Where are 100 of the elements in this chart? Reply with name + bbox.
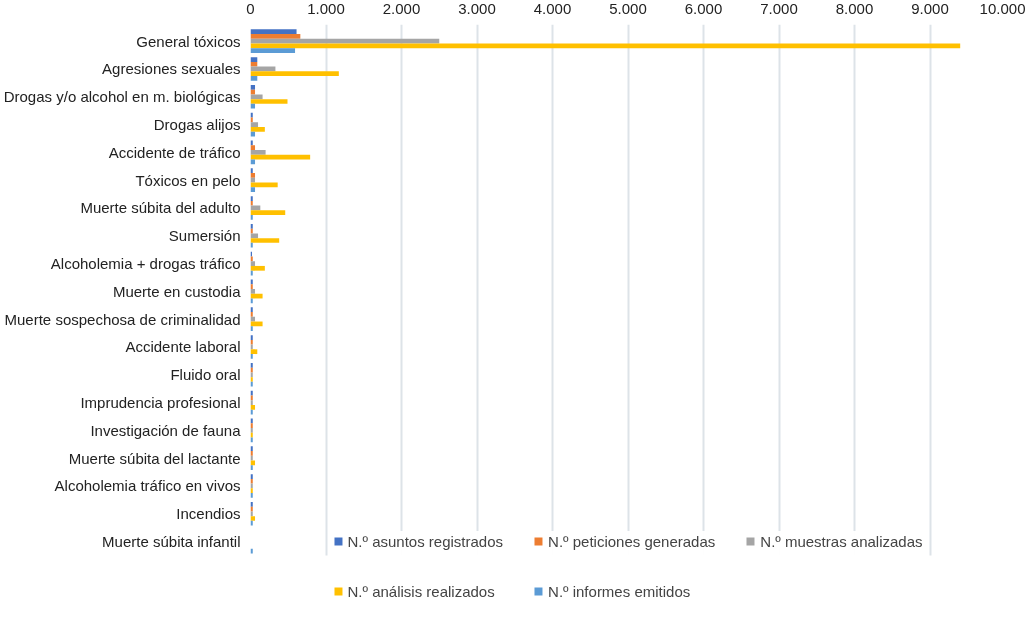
bar: [250, 362, 253, 368]
legend-label: N.º análisis realizados: [347, 581, 495, 601]
bar: [250, 61, 258, 67]
bar: [250, 493, 253, 498]
y-tick-label: Muerte súbita infantil: [102, 533, 241, 551]
bar: [250, 289, 256, 294]
x-tick-label: 3.000: [458, 0, 496, 17]
x-tick-label: 6.000: [684, 0, 723, 17]
bar: [250, 423, 253, 428]
bar: [250, 76, 258, 81]
bar: [250, 478, 253, 484]
bar: [250, 455, 253, 461]
bar: [250, 238, 280, 243]
bar: [250, 349, 258, 355]
legend-label: N.º muestras analizadas: [760, 531, 923, 551]
bar: [250, 511, 253, 517]
bar: [250, 372, 253, 378]
bar: [250, 465, 253, 470]
x-tick-label: 1.000: [307, 0, 345, 17]
bar: [250, 437, 253, 443]
bar: [250, 103, 256, 109]
bar: [250, 210, 286, 216]
bar: [250, 381, 253, 387]
bar: [250, 34, 301, 39]
bar: [250, 261, 256, 266]
x-tick-label: 5.000: [609, 0, 647, 17]
bar: [250, 71, 339, 77]
bar: [250, 187, 256, 192]
bar: [250, 377, 253, 382]
y-tick-label: Accidente laboral: [125, 338, 241, 356]
y-tick-label: Drogas alijos: [153, 116, 241, 134]
bar: [250, 404, 256, 410]
bar: [250, 516, 256, 521]
bar: [250, 126, 265, 132]
y-tick-label: Imprudencia profesional: [80, 394, 241, 412]
bar: [250, 298, 253, 304]
bar: [250, 501, 253, 507]
bar: [250, 316, 256, 322]
bar: [250, 57, 258, 62]
bar: [250, 354, 253, 359]
y-tick-label: Investigación de fauna: [90, 421, 242, 439]
bar: [250, 451, 253, 456]
x-tick-label: 4.000: [533, 0, 572, 17]
bar: [250, 84, 256, 90]
bar: [250, 242, 253, 248]
bar: [250, 307, 253, 313]
y-tick-label: Agresiones sexuales: [102, 60, 241, 78]
y-tick-label: Muerte súbita del lactante: [68, 449, 241, 467]
y-tick-label: Alcoholemia + drogas tráfico: [50, 255, 241, 273]
y-tick-label: Drogas y/o alcohol en m. biológicas: [3, 88, 241, 106]
bar: [250, 99, 288, 104]
x-tick-label: 9.000: [911, 0, 949, 17]
bar: [250, 173, 256, 178]
bar: [250, 284, 253, 290]
y-tick-label: Alcoholemia tráfico en vivos: [54, 477, 241, 495]
bar: [250, 196, 253, 201]
bar: [250, 159, 256, 165]
legend-label: N.º peticiones generadas: [548, 531, 716, 551]
bar: [250, 94, 263, 100]
y-tick-label: Muerte en custodia: [112, 282, 242, 300]
bar: [250, 145, 256, 151]
bar: [250, 312, 253, 317]
legend-label: N.º asuntos registrados: [347, 531, 504, 551]
y-tick-label: Muerte sospechosa de criminalidad: [4, 310, 241, 328]
y-tick-label: Incendios: [176, 505, 241, 523]
bar: [250, 400, 253, 405]
bar: [250, 395, 253, 401]
bar: [250, 265, 265, 271]
bar: [250, 428, 253, 433]
bar: [250, 29, 297, 35]
bar: [250, 488, 253, 494]
bar: [250, 326, 253, 331]
bar: [250, 339, 253, 345]
y-tick-label: Tóxicos en pelo: [135, 171, 241, 189]
x-tick-label: 8.000: [835, 0, 874, 17]
x-tick-label: 2.000: [382, 0, 421, 17]
legend-label: N.º informes emitidos: [548, 581, 691, 601]
bar: [250, 122, 259, 127]
bar: [250, 48, 296, 53]
y-tick-label: Sumersión: [168, 227, 241, 245]
bar: [250, 200, 253, 206]
bar: [250, 177, 256, 183]
y-tick-label: Accidente de tráfico: [108, 143, 241, 161]
bar: [250, 335, 253, 340]
bar: [250, 233, 259, 239]
bar: [250, 215, 253, 220]
y-tick-label: Muerte súbita del adulto: [80, 199, 241, 217]
x-tick-label: 0: [246, 0, 255, 17]
x-tick-label: 7.000: [760, 0, 798, 17]
bar: [250, 38, 440, 44]
y-tick-label: General tóxicos: [136, 32, 241, 50]
bar: [250, 520, 253, 526]
bar: [250, 117, 253, 123]
bar: [250, 446, 253, 452]
bar: [250, 223, 253, 229]
bar: [250, 168, 253, 174]
x-tick-label: 10.000: [979, 0, 1026, 17]
bar: [250, 474, 253, 479]
bar: [250, 150, 266, 155]
bar: [250, 256, 253, 262]
